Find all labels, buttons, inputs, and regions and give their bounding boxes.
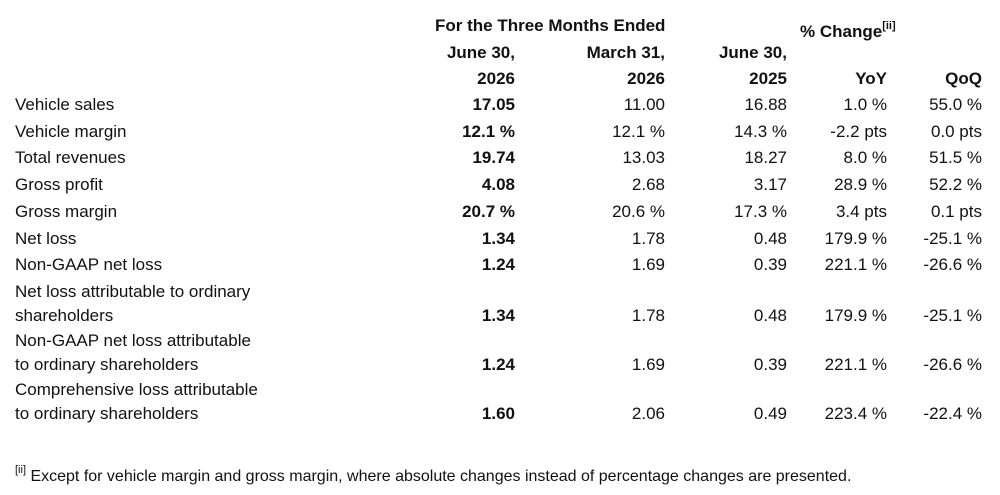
group-header: For the Three Months Ended [435,16,666,35]
cell-value: 20.6 % [612,201,665,221]
row-label: to ordinary shareholders [15,403,199,423]
column-header: 2026 [627,69,665,88]
column-header: March 31, [586,43,665,62]
row-label: to ordinary shareholders [15,354,199,374]
cell-value: 0.48 [753,305,787,325]
cell-value: 4.08 [481,175,515,195]
cell-value: 0.48 [753,228,787,248]
cell-value: 1.78 [631,228,665,248]
cell-value: 2.68 [631,175,665,195]
cell-value: 1.34 [481,228,515,248]
note-marker: [ii] [15,464,26,476]
column-header: QoQ [945,69,982,88]
footnote-text: Except for vehicle margin and gross marg… [30,468,852,485]
cell-value: 19.74 [472,148,515,168]
row-label: Gross margin [15,201,118,221]
row-label: Comprehensive loss attributable [15,379,258,399]
row-label: Net loss [15,228,77,248]
cell-value: 3.4 pts [835,201,887,221]
cell-value: 0.0 pts [930,121,982,141]
cell-value: 1.60 [481,403,515,423]
cell-value: 20.7 % [462,201,515,221]
cell-value: 0.39 [753,255,787,275]
cell-value: -2.2 pts [830,121,887,141]
cell-value: -26.6 % [923,354,982,374]
cell-value: -25.1 % [923,228,982,248]
cell-value: 14.3 % [734,121,787,141]
row-label: Vehicle margin [15,121,127,141]
row-label: Total revenues [15,148,126,168]
cell-value: 17.3 % [734,201,787,221]
cell-value: 179.9 % [824,228,887,248]
cell-value: 1.78 [631,305,665,325]
cell-value: 179.9 % [824,305,887,325]
column-header: 2025 [749,69,787,88]
column-header: June 30, [446,43,515,62]
column-header: June 30, [718,43,787,62]
cell-value: 1.0 % [843,95,887,114]
cell-value: 223.4 % [824,403,887,423]
group-header-text: % Change [800,22,883,41]
cell-value: -22.4 % [923,403,982,423]
row-label: shareholders [15,305,114,325]
cell-value: -25.1 % [923,305,982,325]
cell-value: 52.2 % [929,175,982,195]
cell-value: 12.1 % [612,121,665,141]
row-label: Vehicle sales [15,95,115,114]
cell-value: 221.1 % [824,354,887,374]
cell-value: 51.5 % [929,148,982,168]
column-header: YoY [855,69,887,88]
row-label: Gross profit [15,175,103,195]
cell-value: 0.1 pts [930,201,982,221]
cell-value: 1.34 [481,305,515,325]
cell-value: 3.17 [753,175,787,195]
footnote: [ii] Except for vehicle margin and gross… [15,460,851,487]
row-label: Net loss attributable to ordinary [15,281,251,301]
row-label: Non-GAAP net loss [15,255,163,275]
cell-value: 12.1 % [462,121,515,141]
cell-value: 0.39 [753,354,787,374]
note-marker: [ii] [882,20,896,32]
cell-value: 13.03 [622,148,665,168]
cell-value: 55.0 % [929,95,982,114]
cell-value: 1.24 [481,255,515,275]
cell-value: 18.27 [744,148,787,168]
column-header: 2026 [477,69,515,88]
cell-value: 17.05 [472,95,515,114]
cell-value: 0.49 [753,403,787,423]
cell-value: 1.69 [631,354,665,374]
cell-value: -26.6 % [923,255,982,275]
cell-value: 2.06 [631,403,665,423]
cell-value: 221.1 % [824,255,887,275]
cell-value: 28.9 % [834,175,887,195]
cell-value: 1.24 [481,354,515,374]
cell-value: 11.00 [623,95,665,114]
group-header: % Change[ii] [800,16,896,42]
cell-value: 8.0 % [843,148,887,168]
cell-value: 1.69 [631,255,665,275]
cell-value: 16.88 [744,95,787,114]
row-label: Non-GAAP net loss attributable [15,330,251,350]
